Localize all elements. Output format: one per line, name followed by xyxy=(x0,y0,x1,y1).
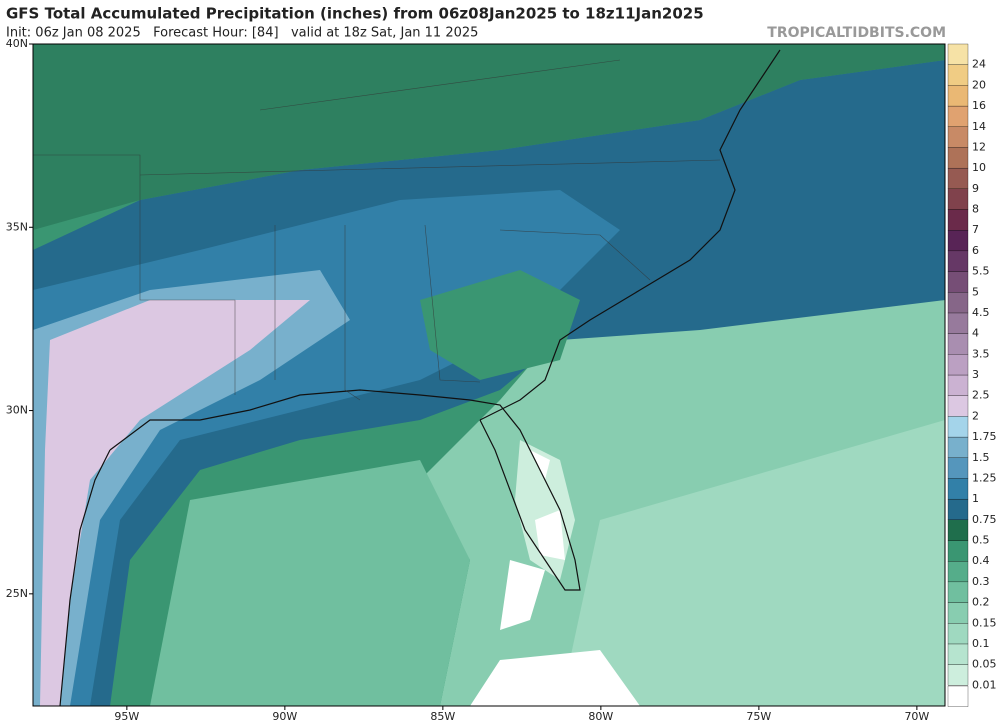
colorbar-bin xyxy=(947,43,969,65)
colorbar-bin xyxy=(947,105,969,127)
colorbar-label: 5 xyxy=(972,285,979,298)
colorbar-bottom xyxy=(947,685,969,707)
colorbar-bin xyxy=(947,436,969,458)
colorbar-label: 0.15 xyxy=(972,616,997,629)
colorbar-label: 1.5 xyxy=(972,451,990,464)
colorbar-bin xyxy=(947,374,969,396)
colorbar-bin xyxy=(947,643,969,665)
x-tick-label: 75W xyxy=(746,710,771,723)
x-tick-label: 95W xyxy=(114,710,139,723)
colorbar-bin xyxy=(947,354,969,376)
colorbar-label: 1.25 xyxy=(972,471,997,484)
colorbar-bin xyxy=(947,85,969,107)
colorbar-bin xyxy=(947,478,969,500)
colorbar-bin xyxy=(947,64,969,86)
y-tick-label: 35N xyxy=(6,220,28,233)
colorbar-bin xyxy=(947,416,969,438)
colorbar-label: 12 xyxy=(972,140,986,153)
y-tick-label: 40N xyxy=(6,37,28,50)
y-tick-label: 30N xyxy=(6,404,28,417)
colorbar-label: 0.5 xyxy=(972,534,990,547)
colorbar-label: 4 xyxy=(972,327,979,340)
colorbar-label: 0.3 xyxy=(972,575,990,588)
subtitle: Init: 06z Jan 08 2025 Forecast Hour: [84… xyxy=(6,26,478,41)
colorbar-label: 0.2 xyxy=(972,596,990,609)
colorbar-label: 6 xyxy=(972,244,979,257)
colorbar-label: 9 xyxy=(972,182,979,195)
x-tick-label: 90W xyxy=(272,710,297,723)
x-tick-label: 80W xyxy=(588,710,613,723)
x-tick-label: 85W xyxy=(430,710,455,723)
colorbar-bin xyxy=(947,581,969,603)
colorbar-label: 0.05 xyxy=(972,658,997,671)
colorbar-bin xyxy=(947,188,969,210)
precip-field xyxy=(33,44,945,706)
colorbar-bin xyxy=(947,147,969,169)
colorbar-bin xyxy=(947,312,969,334)
colorbar-bin xyxy=(947,498,969,520)
colorbar-bin xyxy=(947,623,969,645)
colorbar-bin xyxy=(947,519,969,541)
colorbar-label: 2.5 xyxy=(972,389,990,402)
colorbar-bin xyxy=(947,602,969,624)
colorbar-bin xyxy=(947,333,969,355)
colorbar-bin xyxy=(947,561,969,583)
colorbar-label: 24 xyxy=(972,58,986,71)
brand: TROPICALTIDBITS.COM xyxy=(767,25,946,41)
colorbar-label: 16 xyxy=(972,99,986,112)
colorbar-label: 0.75 xyxy=(972,513,997,526)
colorbar-bin xyxy=(947,230,969,252)
colorbar-bin xyxy=(947,126,969,148)
colorbar-label: 10 xyxy=(972,161,986,174)
colorbar-label: 14 xyxy=(972,120,986,133)
colorbar-label: 0.01 xyxy=(972,678,997,691)
colorbar-bin xyxy=(947,209,969,231)
colorbar-bin xyxy=(947,457,969,479)
colorbar-label: 1.75 xyxy=(972,430,997,443)
colorbar-label: 2 xyxy=(972,409,979,422)
colorbar-label: 1 xyxy=(972,492,979,505)
colorbar-bin xyxy=(947,292,969,314)
colorbar-label: 0.4 xyxy=(972,554,990,567)
colorbar-label: 20 xyxy=(972,78,986,91)
colorbar-label: 8 xyxy=(972,203,979,216)
colorbar-bin xyxy=(947,167,969,189)
colorbar-label: 4.5 xyxy=(972,306,990,319)
colorbar-label: 3.5 xyxy=(972,347,990,360)
x-tick-label: 70W xyxy=(904,710,929,723)
colorbar-label: 7 xyxy=(972,223,979,236)
colorbar-label: 0.1 xyxy=(972,637,990,650)
title: GFS Total Accumulated Precipitation (inc… xyxy=(6,5,704,23)
colorbar-bin xyxy=(947,664,969,686)
colorbar-bin xyxy=(947,250,969,272)
y-tick-label: 25N xyxy=(6,587,28,600)
colorbar-bin xyxy=(947,395,969,417)
colorbar-bin xyxy=(947,271,969,293)
map-frame xyxy=(32,43,946,707)
colorbar-label: 3 xyxy=(972,368,979,381)
colorbar-bin xyxy=(947,540,969,562)
colorbar-label: 5.5 xyxy=(972,265,990,278)
